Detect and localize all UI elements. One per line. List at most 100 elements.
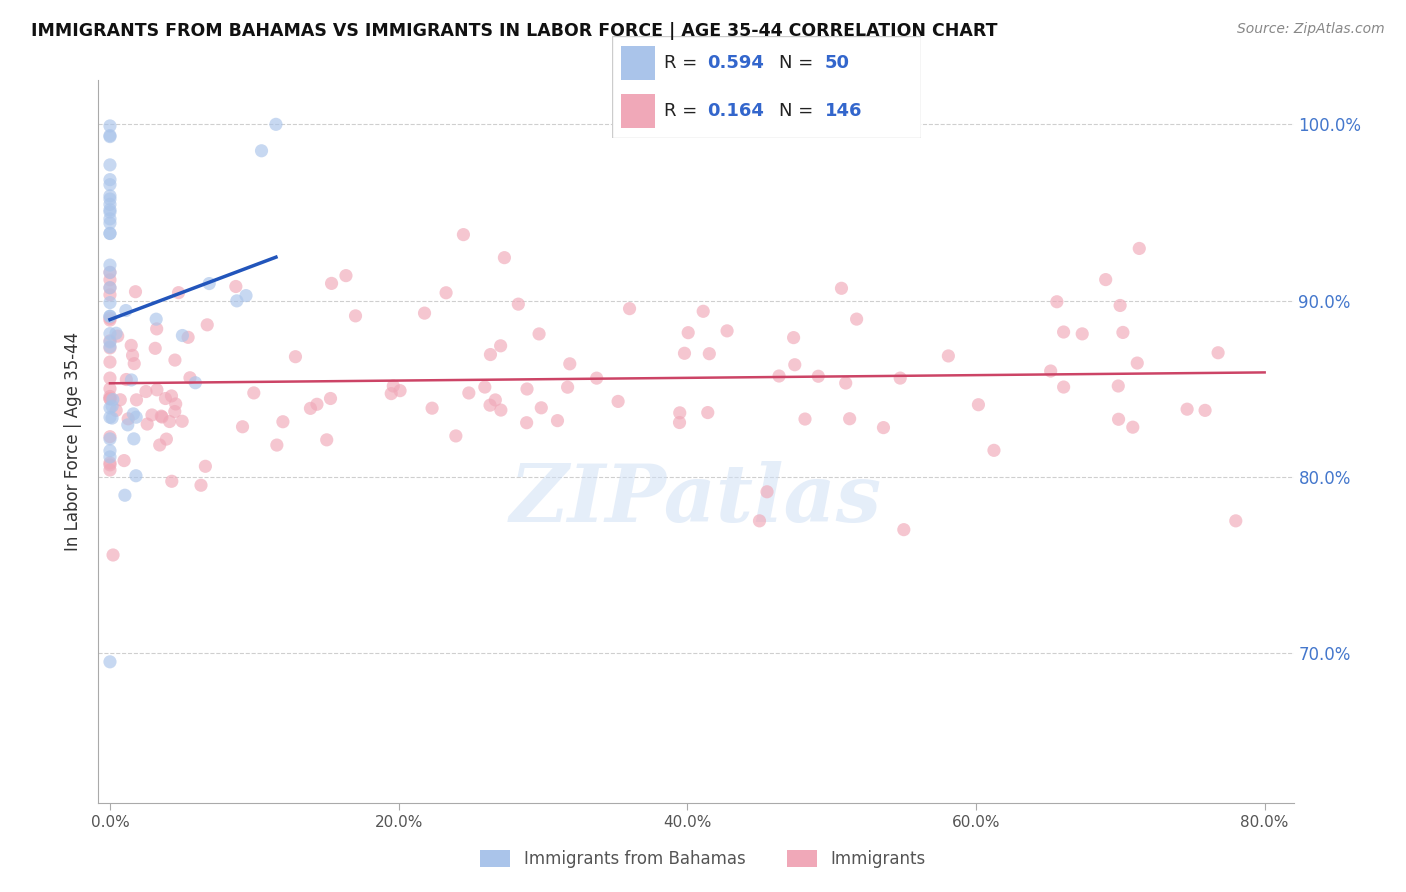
Point [120,373,142,387]
Point [98,281,121,295]
Point [748,514,770,528]
Point [98,288,121,302]
Point [98,202,121,217]
Point [453,227,475,242]
Point [172,328,194,343]
Point [98,211,121,226]
Point [967,398,990,412]
Point [668,416,690,430]
Point [1206,345,1229,359]
Point [177,330,200,344]
Point [160,389,183,403]
Point [98,158,121,172]
Point [179,370,201,384]
Point [619,301,641,316]
Point [98,456,121,470]
Point [105,403,128,417]
Point [124,285,146,299]
Point [110,392,132,407]
Point [155,432,177,446]
Point [190,478,212,492]
Point [98,192,121,206]
Point [98,227,121,241]
Point [121,348,143,362]
Point [98,265,121,279]
Point [143,341,166,355]
Point [231,419,253,434]
Text: Source: ZipAtlas.com: Source: ZipAtlas.com [1237,22,1385,37]
Point [101,411,124,425]
Point [115,303,138,318]
Point [1107,379,1129,393]
Text: 50: 50 [825,54,851,72]
Point [983,443,1005,458]
Point [335,268,357,283]
Point [716,324,738,338]
Point [444,429,467,443]
Point [98,443,121,458]
Point [1071,326,1094,341]
Point [845,312,868,326]
Point [344,309,367,323]
Point [98,334,121,349]
Point [150,410,173,425]
Text: IMMIGRANTS FROM BAHAMAS VS IMMIGRANTS IN LABOR FORCE | AGE 35-44 CORRELATION CHA: IMMIGRANTS FROM BAHAMAS VS IMMIGRANTS IN… [31,22,997,40]
Point [489,403,512,417]
FancyBboxPatch shape [612,36,921,138]
Point [145,312,167,326]
Point [1175,402,1198,417]
Point [420,401,443,416]
Point [516,416,538,430]
Point [264,117,287,131]
Point [835,376,858,390]
Point [98,216,121,230]
Text: 146: 146 [825,102,862,120]
Point [319,392,342,406]
Point [172,414,194,428]
Point [114,488,136,502]
Point [98,310,121,324]
Point [165,397,187,411]
Point [125,468,148,483]
Point [98,273,121,287]
Point [98,178,121,192]
Point [1194,403,1216,417]
Point [668,406,690,420]
Point [98,119,121,133]
Point [98,392,121,406]
Point [98,326,121,341]
Text: R =: R = [664,102,703,120]
Point [305,397,328,411]
Point [676,326,699,340]
Point [1052,380,1074,394]
Text: 0.594: 0.594 [707,54,765,72]
Point [692,304,714,318]
Point [516,382,538,396]
Point [98,295,121,310]
Point [98,382,121,396]
Point [1128,242,1150,256]
Point [98,389,121,403]
Point [530,401,553,415]
Point [250,144,273,158]
Point [112,453,135,467]
Point [98,355,121,369]
Point [98,432,121,446]
Point [167,285,190,300]
Point [489,339,512,353]
Point [98,401,121,415]
Point [141,408,163,422]
Point [557,380,579,394]
Point [155,392,177,406]
Point [122,432,145,446]
Y-axis label: In Labor Force | Age 35-44: In Labor Force | Age 35-44 [65,332,83,551]
Point [98,205,121,219]
Point [479,398,502,412]
Point [117,417,139,432]
FancyBboxPatch shape [621,46,655,79]
Point [98,172,121,186]
Point [457,386,479,401]
Text: 0.164: 0.164 [707,102,765,120]
Point [321,277,343,291]
Point [872,420,894,434]
